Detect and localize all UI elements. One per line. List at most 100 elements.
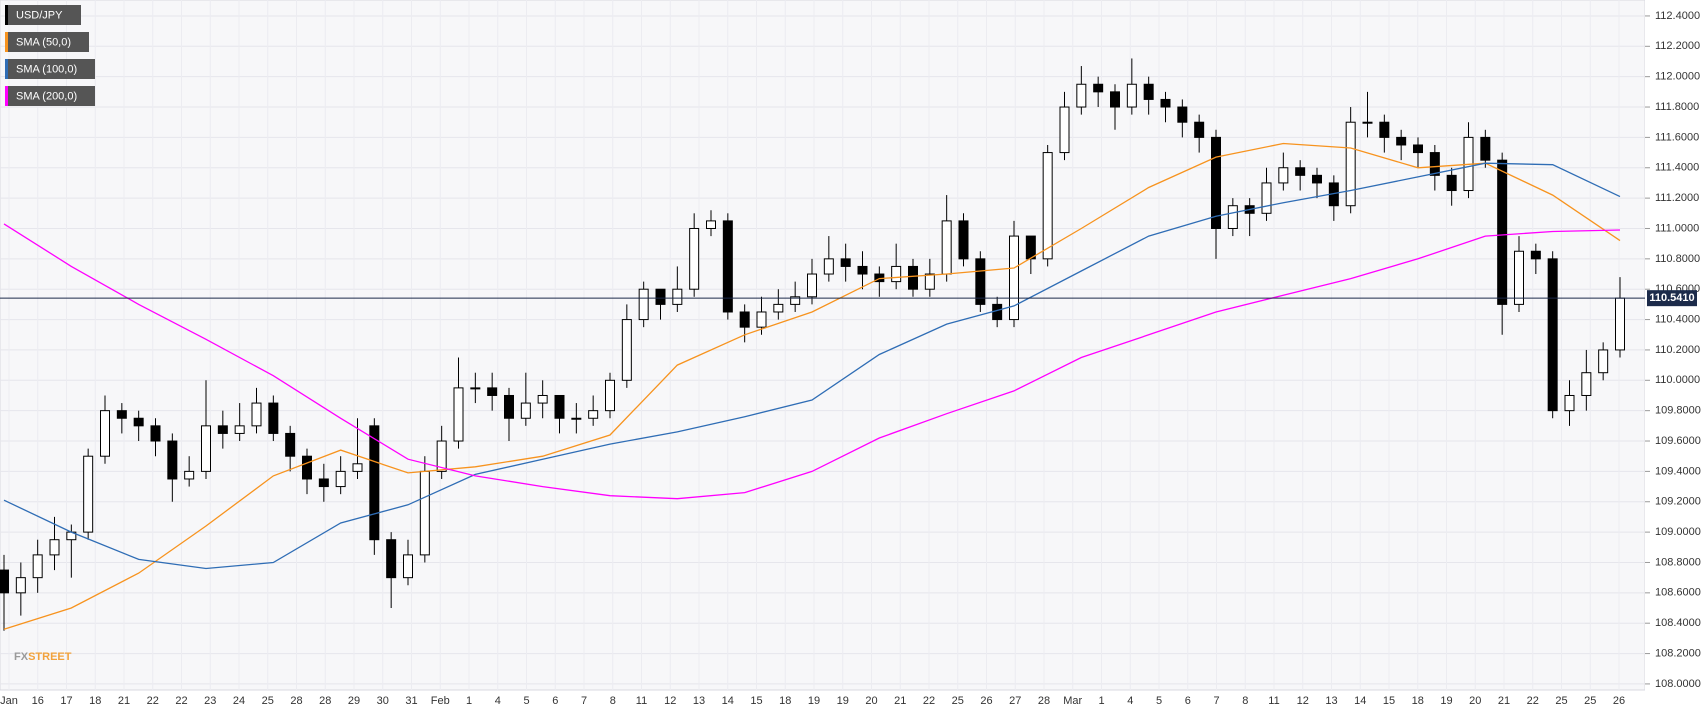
candle-body bbox=[840, 258, 851, 267]
y-tick-label: 110.0000 bbox=[1655, 374, 1700, 386]
legend-label: USD/JPY bbox=[16, 9, 63, 21]
y-tick-label: 108.6000 bbox=[1655, 587, 1701, 599]
x-tick-label: 28 bbox=[1038, 695, 1050, 707]
y-tick-label: 110.8000 bbox=[1655, 253, 1700, 265]
candle-body bbox=[1278, 167, 1289, 184]
candle-body bbox=[1345, 121, 1356, 207]
x-tick-label: 31 bbox=[405, 695, 417, 707]
candle-body bbox=[83, 455, 94, 533]
y-tick-label: 111.6000 bbox=[1655, 131, 1699, 143]
candle-body bbox=[1446, 174, 1457, 192]
legend-swatch bbox=[5, 59, 8, 79]
x-tick-label: 19 bbox=[837, 695, 849, 707]
candle-body bbox=[941, 220, 952, 275]
x-tick-label: 1 bbox=[1098, 695, 1104, 707]
y-tick-label: 108.2000 bbox=[1655, 647, 1701, 659]
candle-body bbox=[891, 265, 902, 283]
candle-body bbox=[1177, 106, 1188, 123]
candle-body bbox=[588, 410, 599, 419]
candle-body bbox=[436, 440, 447, 472]
logo-fx: FX bbox=[14, 651, 29, 663]
x-tick-label: 19 bbox=[808, 695, 820, 707]
x-tick-label: 11 bbox=[1268, 695, 1279, 707]
x-tick-label: 6 bbox=[552, 695, 558, 707]
y-tick-label: 112.4000 bbox=[1655, 10, 1700, 22]
candle-body bbox=[335, 470, 346, 488]
x-tick-label: 12 bbox=[1297, 695, 1309, 707]
candle-body bbox=[184, 470, 195, 480]
candle-body bbox=[1227, 205, 1238, 229]
candle-body bbox=[992, 303, 1003, 321]
plot-area bbox=[0, 0, 1646, 691]
candle-body bbox=[0, 569, 9, 594]
candle-body bbox=[133, 417, 144, 427]
candle-body bbox=[150, 425, 161, 442]
x-tick-label: 5 bbox=[1156, 695, 1162, 707]
candle-body bbox=[706, 220, 716, 229]
y-tick-label: 109.6000 bbox=[1655, 435, 1701, 447]
candle-body bbox=[975, 258, 986, 305]
candle-body bbox=[318, 478, 329, 488]
y-tick-label: 112.2000 bbox=[1655, 40, 1700, 52]
x-tick-label: 6 bbox=[1185, 695, 1191, 707]
candle-body bbox=[1615, 297, 1625, 351]
y-tick-label: 108.0000 bbox=[1655, 678, 1701, 690]
candle-body bbox=[1059, 106, 1070, 154]
candle-body bbox=[100, 410, 110, 457]
legend-box bbox=[5, 86, 95, 106]
x-tick-label: 21 bbox=[894, 695, 906, 707]
x-tick-label: 26 bbox=[1613, 695, 1625, 707]
y-tick-label: 111.2000 bbox=[1655, 192, 1699, 204]
y-tick-label: 110.2000 bbox=[1655, 344, 1700, 356]
x-tick-label: 18 bbox=[89, 695, 101, 707]
candle-body bbox=[1413, 144, 1423, 154]
candle-body bbox=[1076, 83, 1087, 108]
candle-body bbox=[487, 387, 498, 396]
x-tick-label: 4 bbox=[1127, 695, 1133, 707]
legend-label: SMA (200,0) bbox=[16, 90, 77, 102]
candle-body bbox=[217, 425, 228, 434]
candle-body bbox=[1025, 235, 1036, 260]
x-tick-label: 8 bbox=[1242, 695, 1248, 707]
candle-body bbox=[1211, 136, 1221, 229]
y-tick-label: 112.0000 bbox=[1655, 71, 1700, 83]
candle-body bbox=[1429, 152, 1440, 176]
candle-body bbox=[302, 455, 312, 480]
candle-body bbox=[49, 539, 60, 556]
x-tick-label: 28 bbox=[290, 695, 302, 707]
candle-body bbox=[908, 265, 918, 290]
candle-body bbox=[722, 220, 733, 313]
x-tick-label: 21 bbox=[118, 695, 130, 707]
candle-body bbox=[1497, 159, 1508, 305]
y-tick-label: 111.0000 bbox=[1655, 222, 1699, 234]
candle-body bbox=[403, 554, 413, 579]
x-tick-label: 8 bbox=[610, 695, 616, 707]
x-tick-label: 11 bbox=[636, 695, 647, 707]
candle-body bbox=[369, 425, 380, 541]
candle-body bbox=[689, 227, 700, 290]
y-tick-label: 109.0000 bbox=[1655, 526, 1701, 538]
legend-box bbox=[5, 32, 89, 52]
candle-body bbox=[1514, 250, 1524, 305]
x-tick-label: 25 bbox=[1555, 695, 1567, 707]
candle-body bbox=[32, 554, 43, 579]
candle-body bbox=[1564, 394, 1575, 412]
candle-body bbox=[554, 394, 565, 419]
y-tick-label: 108.4000 bbox=[1655, 617, 1701, 629]
candle-body bbox=[672, 288, 683, 305]
candle-body bbox=[268, 402, 279, 434]
x-tick-label: 21 bbox=[1498, 695, 1510, 707]
y-tick-label: 111.8000 bbox=[1655, 101, 1699, 113]
x-tick-label: Feb bbox=[431, 695, 450, 707]
logo-street: STREET bbox=[28, 651, 72, 663]
x-tick-label: 22 bbox=[175, 695, 187, 707]
y-tick-label: 111.4000 bbox=[1655, 162, 1699, 174]
x-tick-label: 14 bbox=[722, 695, 734, 707]
candle-body bbox=[167, 440, 178, 480]
candle-body bbox=[504, 394, 514, 419]
candle-body bbox=[924, 273, 935, 290]
candle-body bbox=[201, 425, 211, 472]
candle-body bbox=[1126, 83, 1137, 108]
legend-label: SMA (100,0) bbox=[16, 63, 77, 75]
x-tick-label: 17 bbox=[60, 695, 72, 707]
